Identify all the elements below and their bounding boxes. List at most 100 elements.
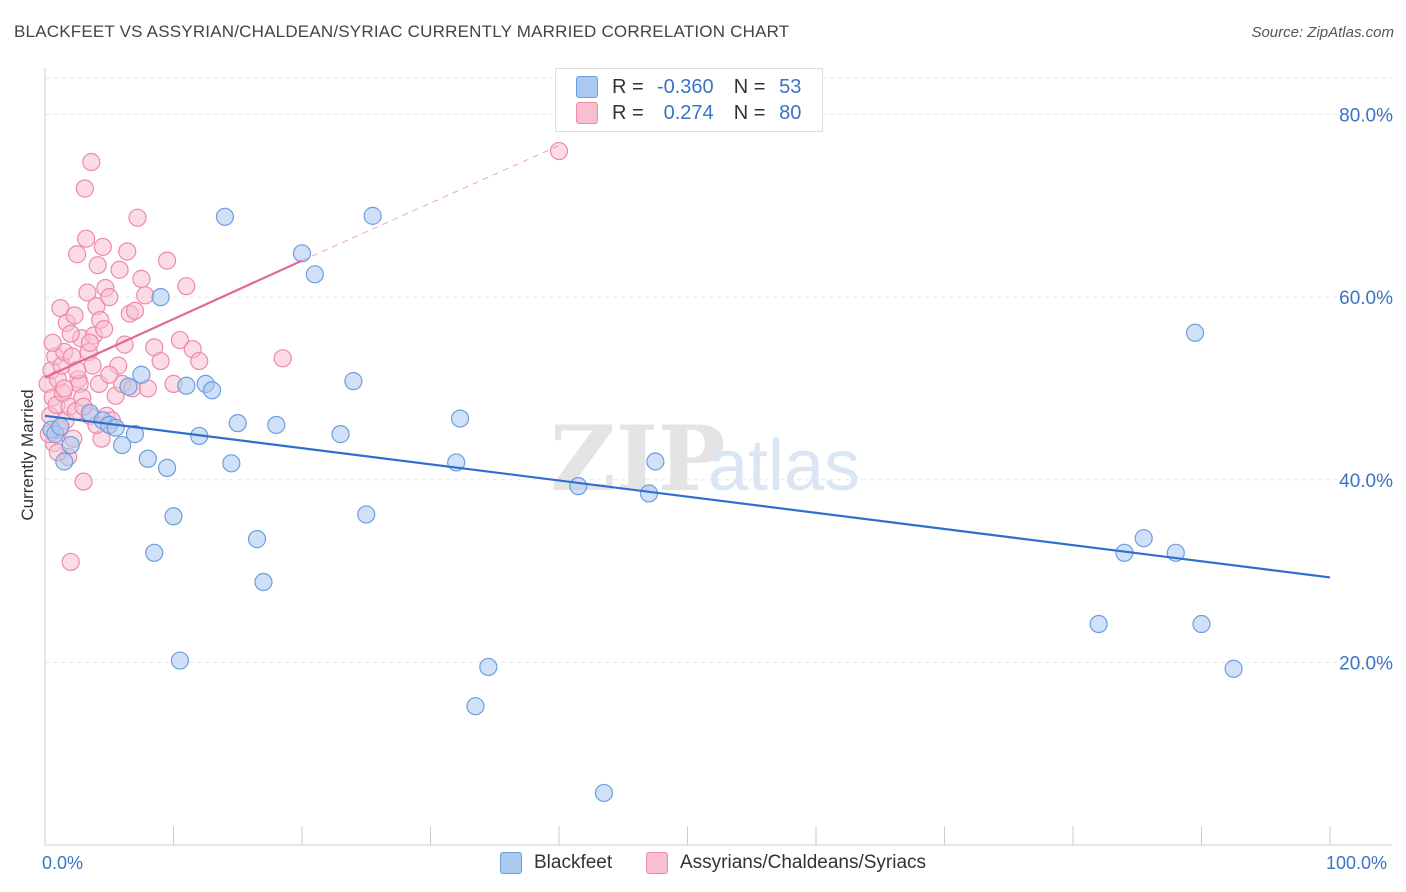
legend-item-assyrian: Assyrians/Chaldeans/Syriacs: [646, 852, 926, 874]
legend-row-blackfeet: R = -0.360 N = 53: [576, 75, 801, 99]
y-tick-label: 80.0%: [1339, 106, 1393, 127]
assyrian-point: [68, 245, 87, 264]
assyrian-point: [77, 229, 96, 248]
blackfeet-point: [363, 206, 382, 225]
blackfeet-point: [151, 288, 170, 307]
blackfeet-point: [247, 530, 267, 549]
source-label: Source: ZipAtlas.com: [1251, 24, 1394, 41]
assyrian-point: [80, 333, 100, 352]
legend-swatch-blackfeet: [500, 852, 522, 874]
series-legend: Blackfeet Assyrians/Chaldeans/Syriacs: [0, 852, 1406, 878]
assyrian-point: [93, 237, 112, 257]
assyrian-point: [100, 365, 119, 384]
blackfeet-point: [466, 697, 485, 716]
x-tick-label-max: 100.0%: [1326, 853, 1388, 873]
blackfeet-point: [106, 418, 125, 437]
blackfeet-point: [1089, 614, 1108, 634]
blackfeet-points: [42, 206, 1243, 803]
legend-swatch-assyrian: [646, 852, 668, 874]
assyrian-point: [75, 179, 94, 198]
assyrian-point: [273, 349, 292, 368]
x-tick-label-min: 0.0%: [42, 853, 84, 873]
blackfeet-point: [479, 657, 498, 677]
assyrian-point: [61, 324, 80, 343]
blackfeet-point: [569, 477, 588, 496]
blackfeet-point: [51, 417, 70, 436]
gridlines: [45, 77, 1392, 663]
assyrian-point: [88, 256, 107, 275]
blackfeet-point: [61, 435, 80, 455]
blackfeet-point: [305, 265, 324, 284]
blackfeet-point: [177, 376, 196, 395]
assyrian-point: [177, 277, 196, 296]
blackfeet-point: [594, 783, 614, 803]
trend-lines: [44, 145, 1331, 579]
blackfeet-point: [1185, 323, 1205, 342]
assyrian-swatch: [576, 102, 598, 124]
watermark-zip: ZIP: [550, 406, 725, 512]
legend-item-blackfeet: Blackfeet: [500, 852, 612, 874]
blackfeet-point: [1134, 529, 1153, 548]
assyrian-point: [43, 333, 62, 352]
blackfeet-point: [164, 507, 183, 526]
assyrian-point: [549, 141, 569, 161]
blackfeet-r-label: R =: [612, 75, 644, 98]
axes: [44, 68, 1392, 846]
blackfeet-n-value: 53: [779, 75, 802, 98]
y-tick-label: 40.0%: [1339, 471, 1393, 492]
y-tick-label: 60.0%: [1339, 288, 1393, 309]
blackfeet-point: [1192, 614, 1211, 634]
blackfeet-point: [202, 381, 222, 400]
assyrian-point: [125, 301, 145, 320]
legend-row-assyrian: R = 0.274 N = 80: [576, 101, 801, 125]
legend-label-blackfeet: Blackfeet: [534, 852, 613, 873]
blackfeet-point: [125, 425, 145, 444]
blackfeet-point: [254, 572, 273, 592]
blackfeet-point: [357, 505, 376, 524]
blackfeet-point: [55, 452, 74, 471]
assyrian-point: [157, 251, 177, 270]
correlation-legend: R = -0.360 N = 53 R = 0.274 N = 80: [555, 68, 823, 132]
blackfeet-swatch: [576, 76, 598, 98]
blackfeet-r-value: -0.360: [656, 75, 714, 98]
assyrian-point: [68, 361, 87, 380]
blackfeet-point: [646, 452, 665, 471]
blackfeet-point: [145, 543, 164, 562]
assyrian-point: [170, 330, 190, 350]
y-tick-label: 20.0%: [1339, 653, 1393, 674]
assyrian-trend-line: [44, 259, 303, 379]
watermark-atlas: atlas: [708, 426, 860, 506]
assyrian-point: [74, 472, 93, 491]
blackfeet-point: [450, 409, 470, 428]
legend-label-assyrian: Assyrians/Chaldeans/Syriacs: [680, 852, 927, 873]
assyrian-point: [100, 288, 119, 307]
assyrian-n-value: 80: [779, 101, 802, 124]
assyrian-point: [55, 379, 74, 398]
blackfeet-point: [138, 449, 157, 468]
chart-title: BLACKFEET VS ASSYRIAN/CHALDEAN/SYRIAC CU…: [14, 22, 790, 41]
blackfeet-point: [119, 377, 138, 396]
assyrian-trend-extension: [301, 145, 560, 262]
y-tick-labels: 20.0% 40.0% 60.0% 80.0%: [1339, 106, 1393, 675]
assyrian-point: [61, 552, 80, 572]
blackfeet-trend-line: [44, 414, 1331, 579]
blackfeet-point: [170, 651, 190, 670]
assyrian-point: [65, 306, 84, 325]
assyrian-point: [132, 269, 151, 288]
assyrian-r-label: R =: [612, 101, 644, 124]
blackfeet-n-label: N =: [733, 75, 766, 98]
assyrian-point: [136, 286, 155, 305]
assyrian-point: [110, 260, 129, 279]
blackfeet-point: [222, 454, 241, 473]
blackfeet-point: [292, 244, 312, 263]
blackfeet-point: [344, 372, 363, 391]
assyrian-point: [95, 320, 114, 339]
blackfeet-point: [228, 414, 247, 433]
blackfeet-point: [331, 425, 350, 444]
blackfeet-point: [267, 415, 286, 435]
assyrian-point: [190, 351, 209, 371]
assyrian-point: [128, 208, 147, 227]
assyrian-points: [38, 141, 569, 572]
assyrian-n-label: N =: [733, 101, 766, 124]
